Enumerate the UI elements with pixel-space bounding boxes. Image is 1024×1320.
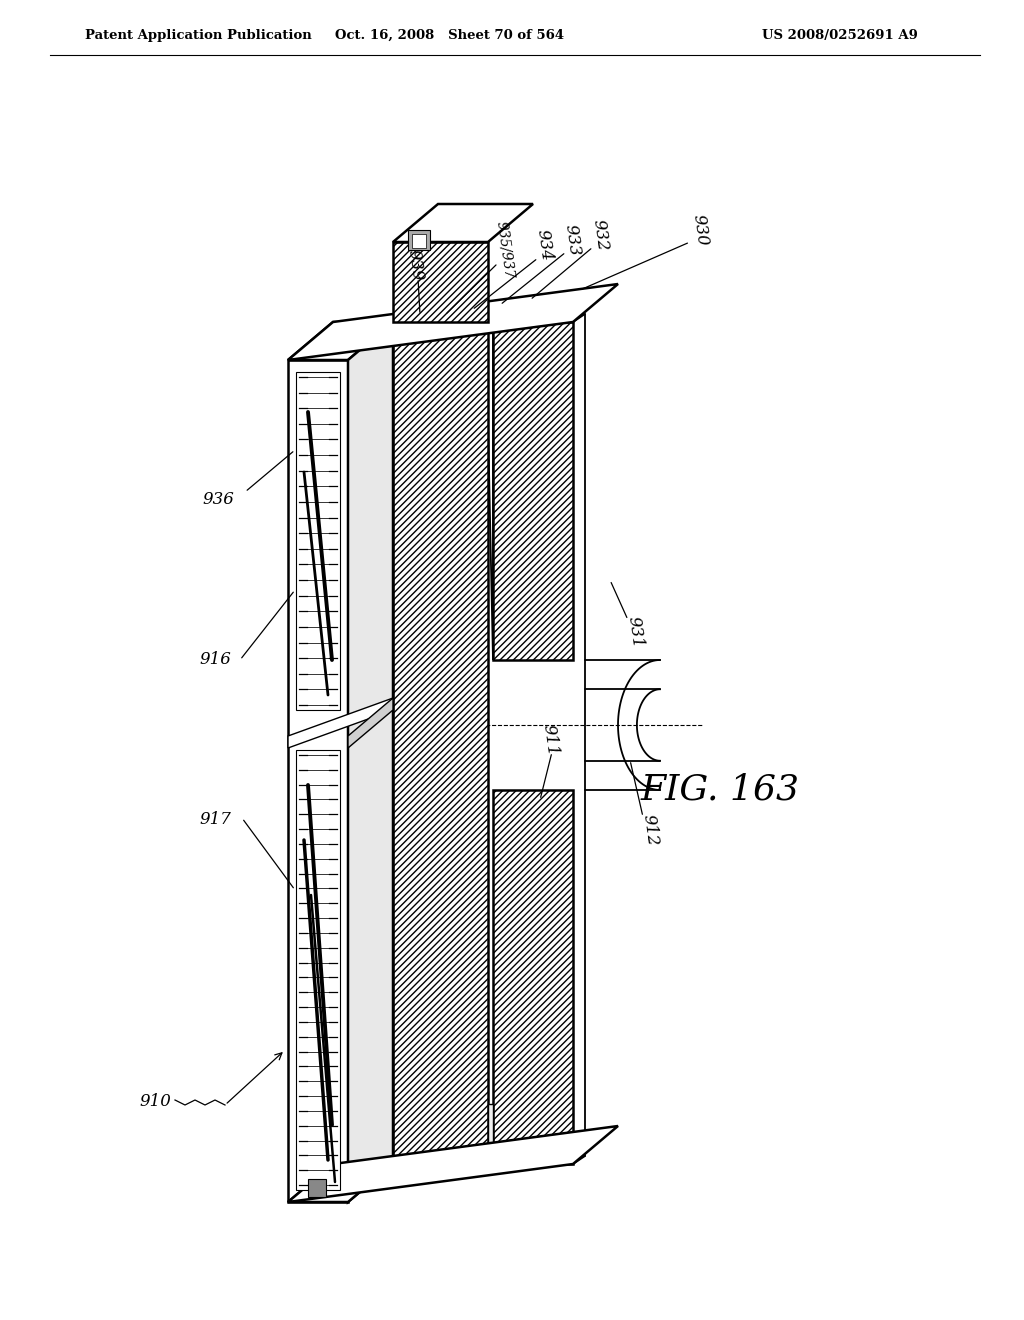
Text: 934: 934 [534, 228, 555, 261]
Text: Patent Application Publication: Patent Application Publication [85, 29, 311, 41]
Text: Oct. 16, 2008   Sheet 70 of 564: Oct. 16, 2008 Sheet 70 of 564 [336, 29, 564, 41]
Text: FIG. 163: FIG. 163 [640, 774, 800, 807]
Polygon shape [488, 1104, 493, 1164]
Polygon shape [493, 322, 573, 660]
Polygon shape [308, 1179, 326, 1197]
Polygon shape [348, 698, 393, 748]
Polygon shape [412, 234, 426, 248]
Text: 911: 911 [540, 723, 560, 756]
Polygon shape [393, 242, 488, 322]
Polygon shape [288, 360, 348, 1203]
Text: 932: 932 [590, 218, 610, 252]
Text: 917: 917 [199, 812, 231, 829]
Polygon shape [408, 230, 430, 249]
Polygon shape [493, 789, 573, 1164]
Polygon shape [288, 1164, 393, 1203]
Polygon shape [288, 284, 618, 360]
Text: 931: 931 [625, 615, 646, 649]
Text: 930: 930 [689, 213, 711, 247]
Polygon shape [348, 322, 393, 1203]
Polygon shape [393, 322, 488, 1164]
Text: 933: 933 [561, 223, 583, 257]
Text: 935/937: 935/937 [494, 220, 516, 280]
Text: 912: 912 [639, 813, 660, 847]
Polygon shape [488, 322, 493, 660]
Polygon shape [296, 750, 340, 1191]
Polygon shape [288, 1126, 618, 1203]
Text: US 2008/0252691 A9: US 2008/0252691 A9 [762, 29, 918, 41]
Polygon shape [288, 698, 393, 748]
Polygon shape [393, 205, 534, 242]
Text: 910: 910 [139, 1093, 171, 1110]
Text: 916: 916 [199, 652, 231, 668]
Polygon shape [288, 322, 393, 360]
Polygon shape [296, 372, 340, 710]
Text: 936: 936 [202, 491, 233, 508]
Text: 939: 939 [404, 248, 426, 282]
